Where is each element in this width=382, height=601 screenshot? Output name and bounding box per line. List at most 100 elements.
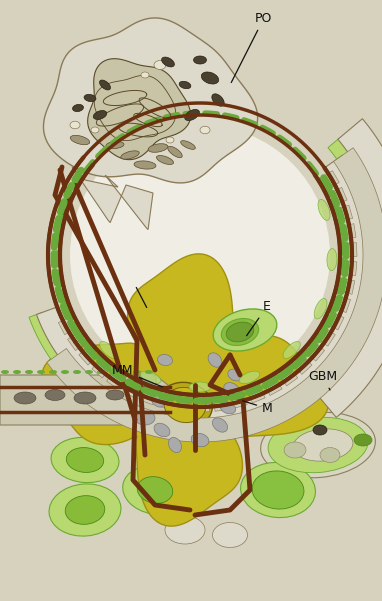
Circle shape [70, 125, 330, 385]
Polygon shape [343, 243, 357, 257]
Ellipse shape [49, 484, 121, 536]
Ellipse shape [208, 353, 222, 367]
Text: MM: MM [112, 364, 162, 387]
Ellipse shape [189, 382, 211, 392]
Ellipse shape [162, 57, 175, 67]
Ellipse shape [354, 434, 372, 446]
Polygon shape [231, 391, 247, 408]
Ellipse shape [37, 370, 45, 374]
Text: GBM: GBM [308, 370, 337, 390]
Polygon shape [44, 18, 257, 183]
Ellipse shape [148, 144, 168, 152]
Polygon shape [42, 254, 328, 526]
Polygon shape [306, 342, 325, 361]
Ellipse shape [320, 448, 340, 463]
Ellipse shape [185, 109, 199, 121]
Ellipse shape [65, 496, 105, 524]
Ellipse shape [145, 370, 153, 374]
Text: M: M [243, 401, 273, 415]
Polygon shape [264, 377, 282, 395]
Ellipse shape [1, 370, 9, 374]
Ellipse shape [141, 72, 149, 78]
Ellipse shape [164, 388, 206, 423]
Polygon shape [37, 155, 374, 429]
Ellipse shape [97, 370, 105, 374]
Polygon shape [338, 279, 355, 294]
Ellipse shape [137, 477, 173, 504]
Polygon shape [316, 328, 335, 346]
Ellipse shape [268, 417, 368, 473]
Polygon shape [342, 261, 357, 275]
Ellipse shape [241, 462, 316, 517]
Polygon shape [248, 385, 265, 403]
Ellipse shape [220, 402, 236, 414]
Ellipse shape [100, 80, 110, 90]
Ellipse shape [283, 341, 300, 358]
Ellipse shape [200, 126, 210, 134]
Ellipse shape [49, 370, 57, 374]
Polygon shape [333, 296, 351, 313]
Ellipse shape [327, 249, 337, 270]
Ellipse shape [157, 355, 172, 365]
Polygon shape [279, 367, 298, 386]
Ellipse shape [140, 371, 161, 383]
Ellipse shape [85, 370, 93, 374]
Polygon shape [29, 138, 382, 437]
Polygon shape [107, 370, 125, 389]
Ellipse shape [154, 423, 170, 437]
Ellipse shape [213, 309, 277, 351]
Ellipse shape [168, 147, 182, 157]
Ellipse shape [121, 151, 139, 159]
Ellipse shape [70, 135, 90, 145]
Ellipse shape [157, 156, 173, 165]
Polygon shape [94, 75, 176, 141]
Polygon shape [158, 393, 174, 409]
Ellipse shape [123, 466, 187, 514]
Ellipse shape [121, 370, 129, 374]
Ellipse shape [226, 322, 254, 342]
Ellipse shape [212, 94, 224, 106]
Ellipse shape [224, 383, 240, 397]
Polygon shape [196, 398, 210, 412]
Ellipse shape [13, 370, 21, 374]
Ellipse shape [45, 389, 65, 400]
Ellipse shape [194, 56, 207, 64]
Ellipse shape [139, 373, 157, 387]
Ellipse shape [73, 370, 81, 374]
Ellipse shape [221, 319, 259, 346]
Ellipse shape [168, 438, 181, 453]
Polygon shape [320, 171, 339, 189]
Text: PO: PO [231, 12, 272, 82]
Ellipse shape [151, 393, 165, 407]
Ellipse shape [14, 392, 36, 404]
Ellipse shape [293, 429, 353, 461]
Ellipse shape [133, 370, 141, 374]
Ellipse shape [134, 161, 156, 169]
Polygon shape [336, 205, 353, 222]
Polygon shape [140, 387, 157, 404]
Ellipse shape [93, 111, 107, 120]
Polygon shape [88, 59, 191, 160]
Ellipse shape [318, 200, 330, 221]
Polygon shape [68, 332, 87, 350]
Ellipse shape [74, 392, 96, 404]
Polygon shape [47, 148, 382, 442]
Ellipse shape [239, 371, 260, 383]
Polygon shape [326, 312, 344, 330]
Ellipse shape [284, 442, 306, 458]
Ellipse shape [106, 141, 124, 148]
Ellipse shape [100, 341, 117, 358]
Polygon shape [123, 379, 141, 398]
Ellipse shape [25, 370, 33, 374]
Ellipse shape [191, 433, 209, 447]
Ellipse shape [73, 105, 83, 112]
Polygon shape [293, 355, 312, 374]
Ellipse shape [158, 382, 212, 428]
Polygon shape [340, 224, 356, 239]
Polygon shape [329, 188, 347, 205]
Ellipse shape [84, 94, 96, 102]
Ellipse shape [109, 370, 117, 374]
Ellipse shape [66, 448, 104, 472]
Ellipse shape [261, 412, 376, 478]
Ellipse shape [313, 425, 327, 435]
